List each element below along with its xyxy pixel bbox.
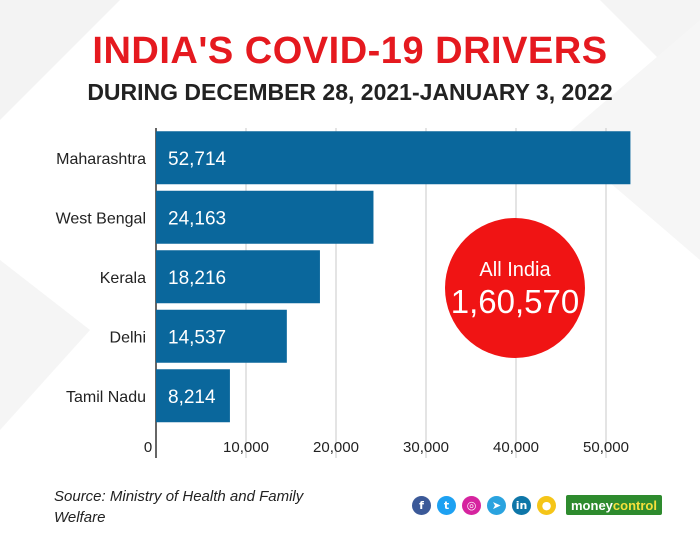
category-label: Maharashtra	[56, 151, 146, 168]
callout-value: 1,60,570	[451, 283, 579, 320]
instagram-icon[interactable]: ◎	[462, 495, 481, 515]
x-tick-label: 0	[144, 439, 152, 456]
brand-part-control: control	[612, 497, 657, 513]
bar-value-label: 18,216	[168, 268, 226, 289]
category-label: Tamil Nadu	[66, 389, 146, 406]
x-tick-label: 40,000	[493, 439, 539, 456]
bar-value-label: 24,163	[168, 208, 226, 229]
bar	[156, 369, 230, 423]
callout-label: All India	[479, 259, 551, 281]
brand-part-money: money	[571, 497, 613, 513]
linkedin-icon[interactable]: in	[512, 495, 531, 515]
moneycontrol-logo: money control	[566, 495, 662, 515]
facebook-icon[interactable]: f	[412, 495, 431, 515]
x-tick-label: 20,000	[313, 439, 359, 456]
chart-subtitle: DURING DECEMBER 28, 2021-JANUARY 3, 2022	[87, 79, 613, 105]
category-label: West Bengal	[56, 210, 146, 227]
category-label: Kerala	[100, 270, 146, 287]
source-note: Source: Ministry of Health and Family We…	[54, 488, 304, 526]
telegram-icon[interactable]: ➤	[487, 495, 506, 515]
x-tick-label: 50,000	[583, 439, 629, 456]
chart-title: INDIA'S COVID-19 DRIVERS	[92, 30, 608, 72]
all-india-callout	[445, 218, 585, 358]
twitter-icon[interactable]: t	[437, 495, 456, 515]
category-label: Delhi	[110, 329, 146, 346]
bar-value-label: 14,537	[168, 327, 226, 348]
bar	[156, 190, 374, 244]
bar	[156, 131, 631, 185]
x-tick-label: 10,000	[223, 439, 269, 456]
bar	[156, 309, 287, 363]
bar-value-label: 52,714	[168, 149, 227, 170]
bar-value-label: 8,214	[168, 387, 216, 408]
bar	[156, 250, 320, 304]
social-links: f t ◎ ➤ in ● money control	[412, 494, 662, 516]
koo-icon[interactable]: ●	[537, 495, 556, 515]
x-tick-label: 30,000	[403, 439, 449, 456]
